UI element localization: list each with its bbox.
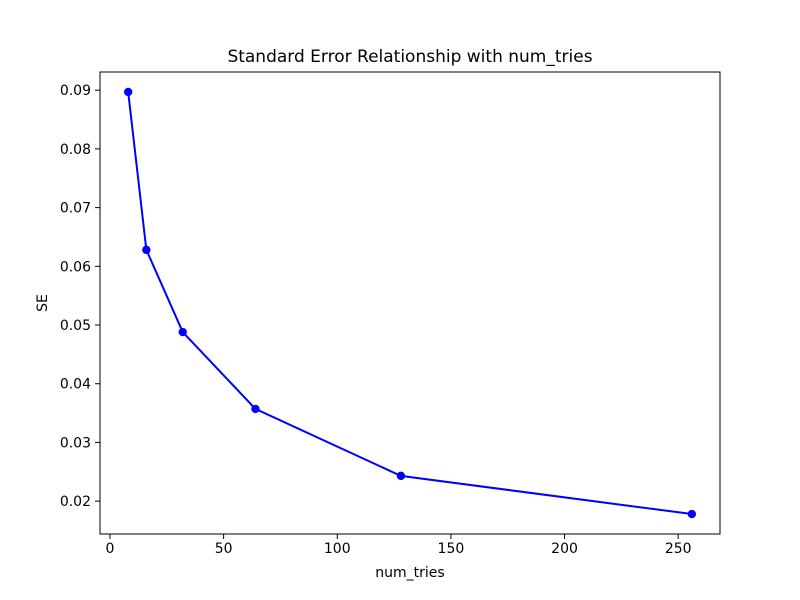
data-point-marker <box>396 471 406 481</box>
x-tick-label: 100 <box>324 541 351 557</box>
y-tick-label: 0.02 <box>60 494 91 510</box>
y-tick-label: 0.05 <box>60 318 91 334</box>
se-line-series <box>127 91 692 516</box>
y-tick-label: 0.07 <box>60 201 91 217</box>
y-tick-label: 0.03 <box>60 435 91 451</box>
data-point-markers <box>123 87 697 519</box>
data-point-marker <box>687 509 697 519</box>
x-axis-ticks: 0 50 100 150 200 250 <box>106 534 692 557</box>
x-tick-label: 250 <box>665 541 692 557</box>
data-point-marker <box>123 87 133 97</box>
x-tick-label: 200 <box>551 541 578 557</box>
y-tick-label: 0.08 <box>60 142 91 158</box>
x-tick-label: 150 <box>438 541 465 557</box>
plot-area-frame <box>99 71 721 535</box>
y-axis-label: SE <box>35 294 51 312</box>
x-tick-label: 50 <box>215 541 233 557</box>
data-point-marker <box>178 327 187 337</box>
x-tick-label: 0 <box>106 541 115 557</box>
y-tick-label: 0.06 <box>60 259 91 275</box>
data-point-marker <box>142 245 151 255</box>
data-point-marker <box>251 404 260 414</box>
y-tick-label: 0.04 <box>60 377 91 393</box>
x-axis-label: num_tries <box>375 565 444 581</box>
y-axis-ticks: 0.02 0.03 0.04 0.05 0.06 0.07 0.08 0.09 <box>60 83 100 510</box>
y-tick-label: 0.09 <box>60 83 91 99</box>
chart-title: Standard Error Relationship with num_tri… <box>227 47 592 67</box>
